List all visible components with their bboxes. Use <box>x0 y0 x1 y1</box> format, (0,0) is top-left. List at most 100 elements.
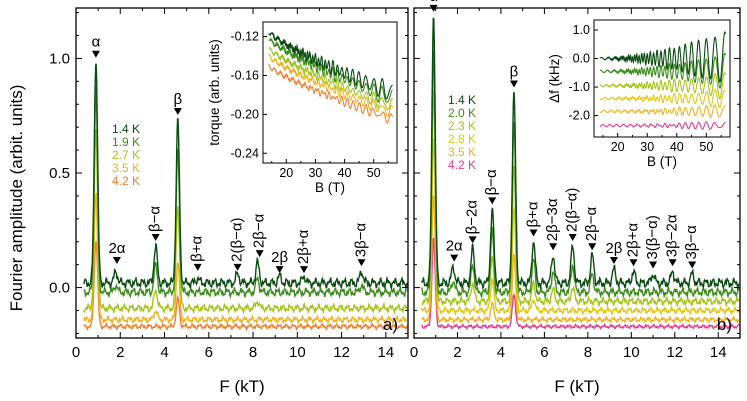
a-inset-xtick-label: 50 <box>367 166 381 180</box>
a-inset-ytick-label: -0.12 <box>231 30 260 44</box>
a-peak-label-2: β−α <box>147 206 164 232</box>
b-inset-curve-28K <box>599 88 726 109</box>
a-legend-entry: 1.4 K <box>112 122 140 136</box>
a-inset-ytick-label: -0.20 <box>231 107 260 121</box>
b-legend-entry: 3.5 K <box>448 145 476 159</box>
panel-b-xaxis: 0 2 4 6 8 10 12 14 <box>410 8 741 361</box>
b-peak-label-10: 2β+α <box>625 223 642 258</box>
b-xtick-label: 0 <box>410 344 418 361</box>
a-legend-entry: 2.7 K <box>112 148 140 162</box>
b-peak-marker-4 <box>509 80 518 88</box>
b-curve-23K <box>421 90 740 309</box>
b-peak-label-3: β−α <box>483 169 500 195</box>
b-inset-ytick-label: -2.0 <box>568 109 590 123</box>
a-peak-marker-3 <box>173 108 182 115</box>
a-curve-27K <box>83 129 408 315</box>
b-inset-curve-14K <box>599 31 727 83</box>
a-inset-curve-14K <box>268 32 393 100</box>
panel-a-xlabel: F (kT) <box>219 377 264 396</box>
b-curve-14K <box>420 17 740 291</box>
a-peak-marker-2 <box>151 234 160 242</box>
a-peak-marker-5 <box>233 263 242 271</box>
b-legend-entry: 1.4 K <box>448 93 476 107</box>
b-xtick-label: 12 <box>666 344 683 361</box>
a-peak-label-4: β+α <box>189 235 206 261</box>
y-axis-title: Fourier amplitude (arbit. units) <box>7 85 26 312</box>
panel-a-curves <box>83 63 408 332</box>
b-peak-marker-11 <box>649 261 658 269</box>
a-xtick-label: 10 <box>289 344 306 361</box>
a-xtick-label: 8 <box>249 344 257 361</box>
panel-a-inset: 20 30 40 50 B (T) -0.12 -0.16 -0.20 -0.24 torque … <box>207 21 398 195</box>
b-peak-label-0: α <box>429 0 438 5</box>
panel-b-tag: b) <box>717 315 732 334</box>
b-curve-20K <box>421 50 740 300</box>
a-peak-marker-6 <box>255 250 264 258</box>
a-peak-marker-8 <box>299 266 308 274</box>
b-curve-28K <box>420 138 740 317</box>
a-inset-xtick-label: 20 <box>279 166 293 180</box>
panel-a-yaxis: 0.0 0.5 1.0 <box>49 12 408 334</box>
a-inset-ytick-label: -0.24 <box>231 146 260 160</box>
a-xtick-label: 4 <box>160 344 168 361</box>
a-curve-19K <box>83 84 408 300</box>
a-ytick-label: 0.5 <box>49 165 70 182</box>
b-peak-label-5: β+α <box>525 201 542 227</box>
a-ytick-label: 1.0 <box>49 50 70 67</box>
panel-b-xlabel: F (kT) <box>554 377 599 396</box>
b-peak-marker-10 <box>629 259 638 267</box>
b-xtick-label: 6 <box>540 344 548 361</box>
b-curve-35K <box>421 194 740 325</box>
b-inset-ylabel: Δf (kHz) <box>547 54 562 103</box>
a-inset-xtick-label: 40 <box>338 166 352 180</box>
panel-b-inset: 20 30 40 50 B (T) 1.0 0.0 -1.0 -2.0 Δf (kHz) <box>547 19 731 169</box>
b-legend-entry: 2.3 K <box>448 119 476 133</box>
a-xtick-label: 14 <box>378 344 395 361</box>
b-inset-xtick-label: 40 <box>670 140 684 154</box>
b-peak-marker-12 <box>668 259 677 267</box>
b-peak-marker-2 <box>468 236 477 244</box>
b-inset-curve-20K <box>599 52 727 89</box>
b-peak-marker-1 <box>450 254 459 262</box>
b-inset-ytick-label: -1.0 <box>568 80 590 94</box>
b-inset-ytick-label: 0.0 <box>573 52 590 66</box>
a-peak-marker-1 <box>112 256 121 264</box>
b-inset-curve-35K <box>599 104 726 119</box>
b-inset-curve-42K <box>599 121 726 130</box>
a-peak-label-5: 2(β−α) <box>229 217 246 261</box>
b-xtick-label: 2 <box>453 344 461 361</box>
b-legend-entry: 2.8 K <box>448 132 476 146</box>
b-peak-label-8: 2β−α <box>583 206 600 241</box>
panel-b-legend: 1.4 K2.0 K2.3 K2.8 K3.5 K4.2 K <box>448 93 476 172</box>
a-inset-xlabel: B (T) <box>315 180 345 195</box>
a-peak-marker-4 <box>193 263 202 271</box>
panel-a-tag: a) <box>383 315 398 334</box>
b-peak-marker-6 <box>549 243 558 251</box>
b-peak-label-12: 3β−2α <box>664 214 681 257</box>
panel-b-peak-labels: α 2αβ−2αβ−α β β+α2β−3α2(β−α)2β−α 2β2β+α3(β−α… <box>429 0 700 269</box>
b-inset-xtick-label: 50 <box>699 140 713 154</box>
b-peak-label-13: 3β−α <box>683 225 700 260</box>
a-xtick-label: 6 <box>205 344 213 361</box>
b-peak-label-1: 2α <box>446 238 463 255</box>
a-peak-marker-0 <box>91 50 100 58</box>
panel-b-curves <box>420 17 740 331</box>
a-peak-marker-7 <box>275 266 284 274</box>
a-peak-label-6: 2β−α <box>251 213 268 248</box>
b-peak-label-6: 2β−3α <box>544 198 561 241</box>
panel-a: α 2α β−α β β+α 2(β−α) 2β−α2β 2β+α 3β−α 0 2 4 6 8 10 12… <box>49 7 409 396</box>
a-legend-entry: 1.9 K <box>112 135 140 149</box>
a-peak-label-9: 3β−α <box>353 223 370 258</box>
b-inset-xlabel: B (T) <box>647 154 677 169</box>
a-ytick-label: 0.0 <box>49 280 70 297</box>
a-peak-label-0: α <box>92 34 101 51</box>
a-inset-ytick-label: -0.16 <box>231 68 260 82</box>
panel-a-peak-labels: α 2α β−α β β+α 2(β−α) 2β−α2β 2β+α 3β−α <box>91 34 370 274</box>
a-curve-35K <box>83 192 408 326</box>
a-peak-label-1: 2α <box>108 240 125 257</box>
a-inset-ylabel: torque (arb. units) <box>207 39 222 146</box>
panel-a-legend: 1.4 K1.9 K2.7 K3.5 K4.2 K <box>112 122 140 188</box>
a-peak-marker-9 <box>357 259 366 267</box>
b-curve-42K <box>421 238 740 331</box>
b-xtick-label: 10 <box>623 344 640 361</box>
